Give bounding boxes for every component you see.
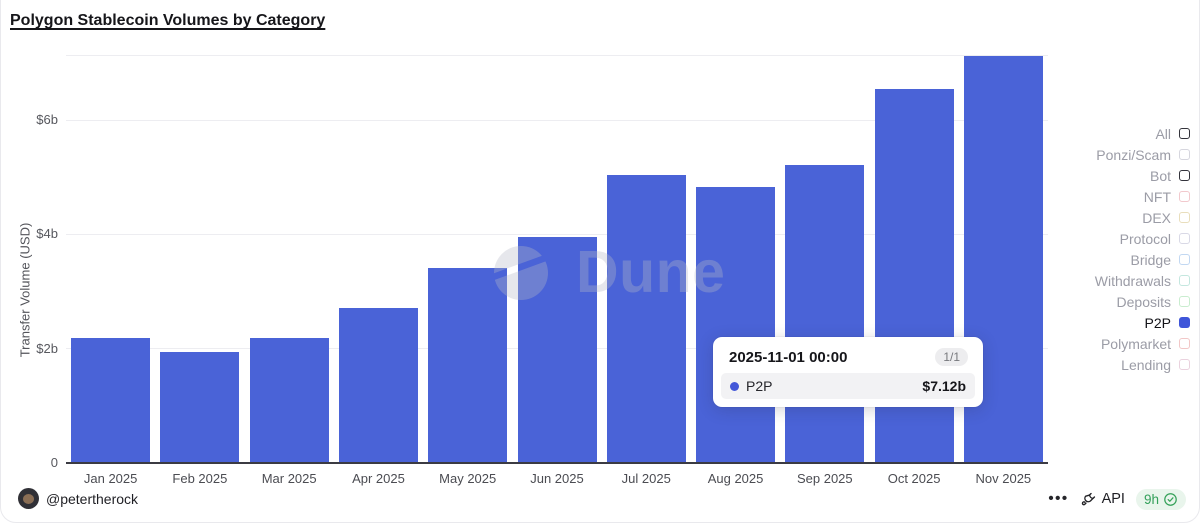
y-axis-tick-4b: $4b [36,226,58,242]
legend-item-lending[interactable]: Lending [1095,354,1190,375]
category-legend: All Ponzi/Scam Bot NFT DEX Protocol Bridge With… [1095,123,1190,375]
x-axis-label-mar-2025: Mar 2025 [261,471,317,486]
legend-checkbox-polymarket[interactable] [1179,338,1190,349]
legend-label-p2p: P2P [1144,314,1171,331]
author-link[interactable]: @petertherock [18,488,138,509]
legend-item-protocol[interactable]: Protocol [1095,228,1190,249]
legend-label-withdrawals: Withdrawals [1094,272,1171,289]
tooltip-series-label: P2P [746,378,773,394]
legend-item-bot[interactable]: Bot [1095,165,1190,186]
legend-label-polymarket: Polymarket [1100,335,1171,352]
legend-checkbox-bridge[interactable] [1179,254,1190,265]
legend-label-protocol: Protocol [1119,230,1171,247]
legend-item-nft[interactable]: NFT [1095,186,1190,207]
x-axis-line [66,462,1048,464]
legend-item-deposits[interactable]: Deposits [1095,291,1190,312]
x-axis-label-jan-2025: Jan 2025 [83,471,138,486]
footer-actions: ••• API 9h [1048,487,1186,511]
y-axis-tick-6b: $6b [36,112,58,128]
gridline-6 [66,119,1048,121]
gridline-4 [66,233,1048,235]
legend-checkbox-dex[interactable] [1179,212,1190,223]
bar-mar-2025[interactable] [249,338,329,463]
tooltip-header: 2025-11-01 00:00 1/1 [721,345,975,366]
bar-jul-2025[interactable] [606,175,686,463]
x-axis-label-jul-2025: Jul 2025 [621,471,671,486]
legend-checkbox-protocol[interactable] [1179,233,1190,244]
api-button[interactable]: API [1080,491,1125,508]
bar-apr-2025[interactable] [338,307,418,463]
bar-aug-2025[interactable] [696,187,776,463]
legend-item-polymarket[interactable]: Polymarket [1095,333,1190,354]
legend-checkbox-withdrawals[interactable] [1179,275,1190,286]
legend-checkbox-ponzi-scam[interactable] [1179,149,1190,160]
chart-tooltip: 2025-11-01 00:00 1/1 P2P $7.12b [713,337,983,407]
gridline-7.14 [66,54,1048,56]
bar-sep-2025[interactable] [785,165,865,463]
x-axis-label-apr-2025: Apr 2025 [352,471,405,486]
x-axis-label-may-2025: May 2025 [439,471,497,486]
api-button-label: API [1101,491,1125,507]
legend-label-ponzi-scam: Ponzi/Scam [1096,146,1171,163]
legend-item-p2p[interactable]: P2P [1095,312,1190,333]
tooltip-page-badge: 1/1 [935,348,968,366]
bar-jan-2025[interactable] [71,338,151,463]
legend-checkbox-p2p[interactable] [1179,317,1190,328]
legend-label-lending: Lending [1121,356,1171,373]
legend-item-withdrawals[interactable]: Withdrawals [1095,270,1190,291]
legend-label-nft: NFT [1143,188,1171,205]
legend-label-bot: Bot [1149,167,1171,184]
plug-icon [1081,492,1095,505]
x-axis-label-jun-2025: Jun 2025 [530,471,584,486]
series-color-dot [730,381,739,391]
legend-checkbox-bot[interactable] [1179,170,1190,181]
legend-label-bridge: Bridge [1130,251,1171,268]
tooltip-series-value: $7.12b [922,378,966,394]
tooltip-series-row: P2P $7.12b [721,373,975,399]
x-axis-label-sep-2025: Sep 2025 [796,471,853,486]
bar-jun-2025[interactable] [517,236,597,463]
x-axis-label-oct-2025: Oct 2025 [887,471,941,486]
legend-checkbox-nft[interactable] [1179,191,1190,202]
legend-item-bridge[interactable]: Bridge [1095,249,1190,270]
verified-check-icon [1164,492,1177,506]
legend-checkbox-deposits[interactable] [1179,296,1190,307]
legend-item-ponzi-scam[interactable]: Ponzi/Scam [1095,144,1190,165]
legend-item-all[interactable]: All [1095,123,1190,144]
author-avatar[interactable] [18,488,39,509]
x-axis-label-feb-2025: Feb 2025 [172,471,228,486]
x-axis-label-nov-2025: Nov 2025 [975,471,1032,486]
legend-checkbox-all[interactable] [1179,128,1190,139]
freshness-label: 9h [1143,491,1159,507]
more-options-button[interactable]: ••• [1048,490,1069,507]
freshness-badge[interactable]: 9h [1135,488,1186,510]
tooltip-date: 2025-11-01 00:00 [729,348,848,366]
x-axis-label-aug-2025: Aug 2025 [707,471,764,486]
author-handle: @petertherock [46,490,139,507]
legend-label-dex: DEX [1142,209,1171,226]
y-axis-title: Transfer Volume (USD) [17,222,33,358]
bar-may-2025[interactable] [428,268,508,463]
legend-label-deposits: Deposits [1116,293,1171,310]
y-axis-tick-0: 0 [50,455,58,470]
legend-label-all: All [1155,125,1171,142]
bar-feb-2025[interactable] [160,352,240,463]
legend-item-dex[interactable]: DEX [1095,207,1190,228]
chart-title-link[interactable]: Polygon Stablecoin Volumes by Category [10,12,326,29]
legend-checkbox-lending[interactable] [1179,359,1190,370]
y-axis-tick-2b: $2b [36,340,58,356]
